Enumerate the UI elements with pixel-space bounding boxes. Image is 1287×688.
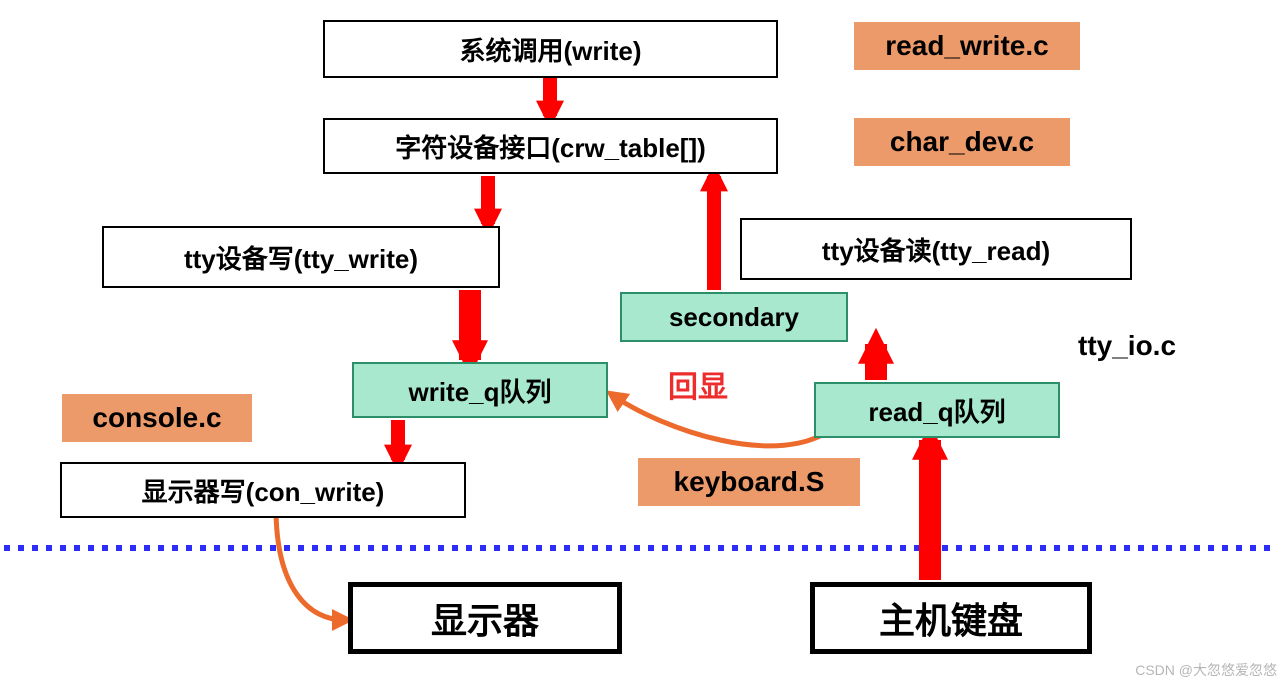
node-syscall_write: 系统调用(write) (323, 20, 778, 78)
node-write_q: write_q队列 (352, 362, 608, 418)
node-lbl_console: console.c (62, 394, 252, 442)
node-read_q: read_q队列 (814, 382, 1060, 438)
diagram-canvas: 系统调用(write) 字符设备接口(crw_table[]) tty设备写(tty… (0, 0, 1287, 688)
node-tty_write: tty设备写(tty_write) (102, 226, 500, 288)
watermark: CSDN @大忽悠爱忽悠 (1135, 660, 1277, 680)
node-char_dev: 字符设备接口(crw_table[]) (323, 118, 778, 174)
node-lbl_char_dev: char_dev.c (854, 118, 1070, 166)
node-keyboard: 主机键盘 (810, 582, 1092, 654)
node-lbl_keyboard: keyboard.S (638, 458, 860, 506)
node-lbl_read_write: read_write.c (854, 22, 1080, 70)
node-secondary: secondary (620, 292, 848, 342)
curve-c_display (276, 508, 344, 620)
node-lbl_tty_io: tty_io.c (1078, 330, 1224, 374)
node-display: 显示器 (348, 582, 622, 654)
node-lbl_echo: 回显 (668, 362, 748, 402)
node-tty_read: tty设备读(tty_read) (740, 218, 1132, 280)
node-con_write: 显示器写(con_write) (60, 462, 466, 518)
